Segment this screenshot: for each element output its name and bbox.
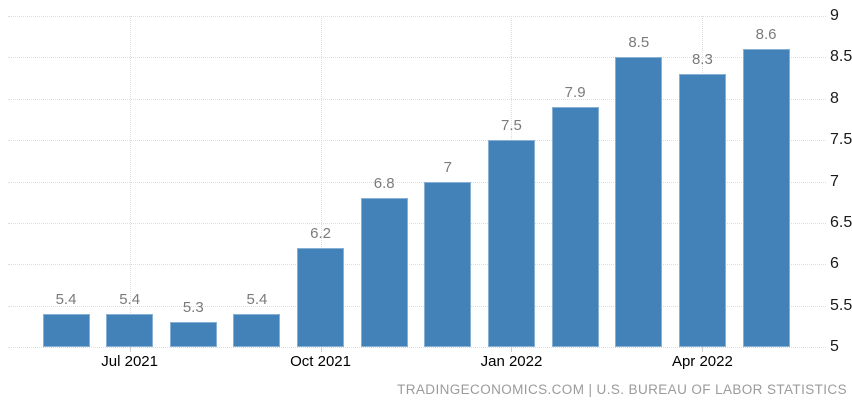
y-gridline — [8, 57, 826, 59]
bar-value-label: 8.5 — [628, 34, 650, 52]
bar-value-label: 7 — [443, 158, 452, 176]
x-axis-tick — [129, 347, 131, 352]
bar[interactable] — [169, 322, 217, 347]
y-gridline — [8, 222, 826, 224]
y-axis-label: 9 — [830, 7, 839, 24]
bar[interactable] — [106, 313, 154, 347]
y-axis-label: 6 — [830, 255, 839, 273]
y-axis-label: 7 — [830, 172, 839, 190]
bar-value-label: 6.8 — [373, 175, 395, 193]
bar-value-label: 7.9 — [564, 84, 586, 102]
x-axis-label: Jul 2021 — [101, 353, 158, 370]
bar-value-label: 5.3 — [182, 299, 204, 317]
bar-value-label: 7.5 — [501, 117, 522, 135]
bar-value-label: 5.4 — [246, 290, 268, 308]
x-axis-tick — [511, 347, 513, 352]
bar-value-label: 8.6 — [755, 26, 777, 44]
attribution: TRADINGECONOMICS.COM | U.S. BUREAU OF LA… — [397, 382, 847, 397]
bar[interactable] — [360, 198, 408, 347]
y-gridline — [8, 305, 826, 307]
bar-value-label: 8.3 — [691, 50, 713, 68]
y-gridline — [8, 98, 826, 100]
y-gridline — [8, 181, 826, 183]
bar-value-label: 5.4 — [119, 290, 141, 308]
bar[interactable] — [297, 247, 345, 347]
y-axis-label: 8 — [830, 89, 839, 107]
x-gridline — [129, 16, 131, 347]
bar[interactable] — [678, 73, 726, 347]
bar[interactable] — [42, 313, 90, 347]
x-gridline — [320, 16, 322, 347]
y-gridline — [8, 16, 826, 17]
bar[interactable] — [487, 140, 535, 347]
y-axis-label: 5 — [830, 338, 839, 355]
x-axis-label: Jan 2022 — [480, 353, 543, 370]
bar-value-label: 6.2 — [310, 224, 331, 242]
bar-value-label: 5.4 — [55, 290, 77, 308]
x-axis-label: Apr 2022 — [671, 353, 733, 370]
bar[interactable] — [615, 57, 663, 347]
bar[interactable] — [742, 49, 790, 347]
x-axis-tick — [320, 347, 322, 352]
bar[interactable] — [551, 107, 599, 347]
y-gridline — [8, 140, 826, 142]
x-axis-label: Oct 2021 — [290, 353, 351, 370]
y-axis-label: 7.5 — [830, 131, 852, 149]
y-gridline — [8, 347, 826, 348]
y-axis-label: 8.5 — [830, 48, 852, 66]
y-gridline — [8, 264, 826, 266]
bar[interactable] — [233, 313, 281, 347]
y-axis-label: 6.5 — [830, 213, 852, 231]
y-axis-label: 5.5 — [830, 296, 852, 314]
bar[interactable] — [424, 181, 472, 347]
x-axis-tick — [702, 347, 704, 352]
